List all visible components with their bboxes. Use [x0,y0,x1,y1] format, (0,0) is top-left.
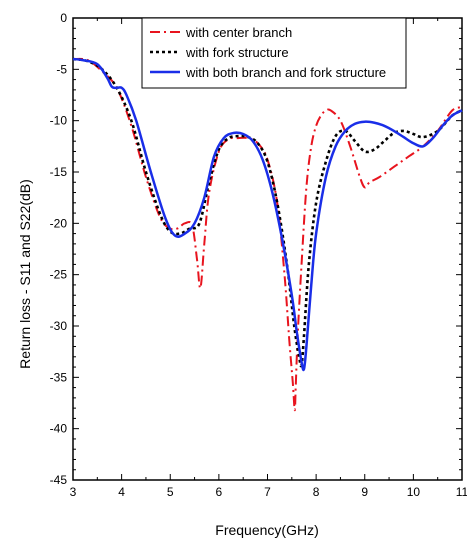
y-tick-label: -30 [50,319,68,333]
legend: with center branch with fork structure wit… [141,17,407,89]
x-tick-label: 5 [167,485,174,499]
y-tick-label: -20 [50,216,68,230]
legend-label-3: with both branch and fork structure [185,65,386,80]
y-axis: 0 -5 -10 -15 -20 -25 -30 -35 -40 -45 [50,11,462,487]
y-tick-label: -35 [50,370,68,384]
x-tick-label: 11 [456,485,467,499]
x-tick-label: 8 [313,485,320,499]
x-tick-label: 6 [216,485,223,499]
series-lines [72,57,463,412]
y-tick-label: -40 [50,422,68,436]
y-tick-label: -15 [50,165,68,179]
x-tick-label: 10 [407,485,421,499]
legend-box [141,17,407,89]
series-line-1 [72,57,463,412]
legend-label-2: with fork structure [185,45,289,60]
legend-label-1: with center branch [185,25,292,40]
y-axis-title: Return loss - S11 and S22(dB) [17,179,33,369]
x-axis: 3 4 5 6 7 8 9 10 11 [70,18,467,499]
y-tick-label: -5 [56,62,67,76]
series-line-2 [72,57,463,368]
y-tick-label: -25 [50,268,68,282]
series-line-3 [72,57,463,372]
x-tick-label: 9 [361,485,368,499]
y-tick-label: -45 [50,473,68,487]
x-tick-label: 3 [70,485,77,499]
x-tick-label: 7 [264,485,271,499]
y-tick-label: -10 [50,114,68,128]
x-tick-label: 4 [118,485,125,499]
y-tick-label: 0 [60,11,67,25]
x-axis-title: Frequency(GHz) [215,522,318,538]
